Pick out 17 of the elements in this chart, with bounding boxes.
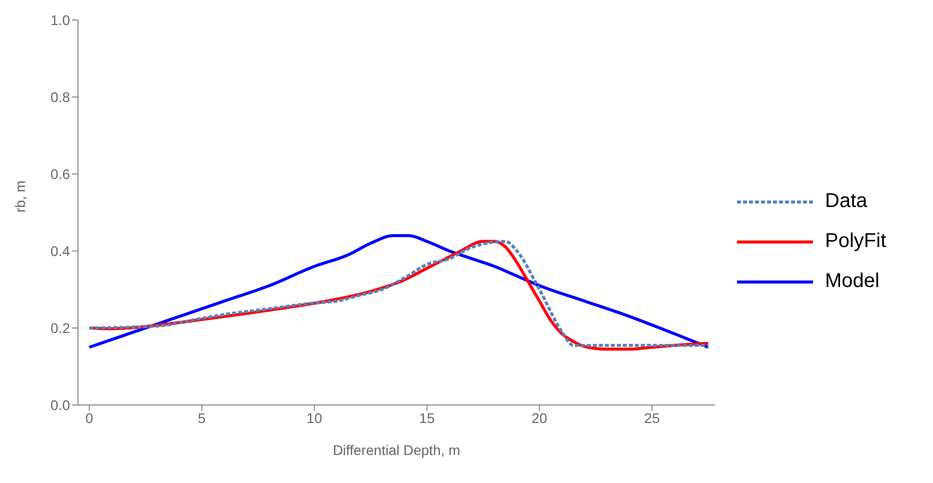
x-tick-label: 15 xyxy=(419,410,435,426)
x-tick-label: 0 xyxy=(85,410,94,426)
legend-label: Model xyxy=(825,270,880,293)
y-tick-label: 0.2 xyxy=(50,320,70,336)
y-tick-label: 0.8 xyxy=(50,88,70,105)
legend-label: Data xyxy=(825,190,868,213)
y-tick-label: 0.4 xyxy=(50,242,70,259)
x-tick-label: 25 xyxy=(644,410,660,426)
y-tick-label: 0.0 xyxy=(50,396,70,413)
y-tick-label: 1.0 xyxy=(50,12,70,28)
x-tick-label: 20 xyxy=(532,410,548,426)
x-axis-title: Differential Depth, m xyxy=(332,442,460,458)
x-tick-label: 10 xyxy=(306,410,322,426)
legend-label: PolyFit xyxy=(825,230,886,253)
y-axis-title: rb, m xyxy=(12,180,28,212)
y-tick-label: 0.6 xyxy=(50,166,70,182)
x-tick-label: 5 xyxy=(198,410,206,426)
